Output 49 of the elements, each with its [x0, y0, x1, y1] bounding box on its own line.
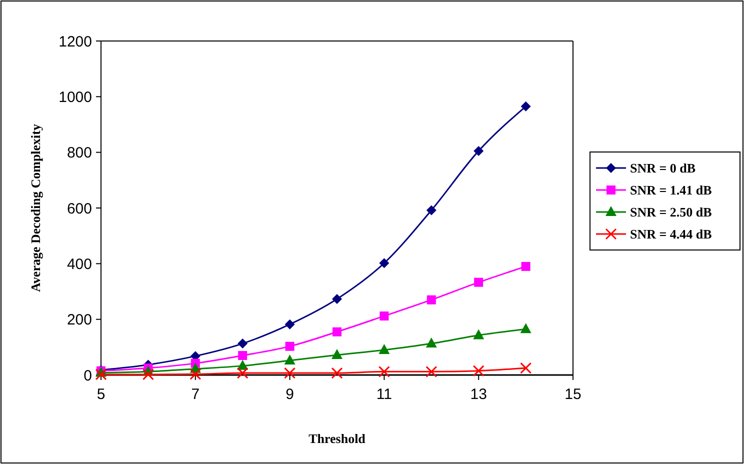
point [284, 354, 296, 365]
point [238, 338, 248, 349]
point [284, 319, 295, 330]
x-tick-label: 9 [286, 386, 294, 403]
x-tick-label: 11 [376, 386, 392, 403]
x-tick-label: 5 [96, 386, 106, 403]
point [473, 329, 484, 340]
point [238, 351, 248, 360]
point [95, 368, 107, 380]
legend-label: SNR = 4.44 dB [630, 226, 712, 242]
x-tick-label: 7 [191, 386, 200, 403]
point [426, 295, 436, 304]
point [332, 294, 342, 304]
point [474, 146, 484, 156]
y-tick-label: 600 [66, 200, 92, 218]
point [380, 311, 389, 320]
x-tick-label: 15 [564, 386, 582, 403]
point [285, 342, 294, 351]
legend-label: SNR = 0 dB [630, 160, 696, 176]
legend-label: SNR = 1.41 dB [630, 182, 712, 198]
point [284, 367, 296, 379]
point [426, 338, 437, 348]
point [379, 258, 390, 268]
y-tick-label: 800 [66, 144, 92, 162]
y-tick-label: 0 [84, 367, 92, 384]
point [472, 365, 484, 377]
point [520, 101, 531, 112]
point [331, 367, 343, 379]
point [474, 278, 484, 287]
x-axis-title: Threshold [308, 431, 366, 446]
point [236, 367, 248, 379]
point [332, 348, 342, 359]
point [520, 362, 532, 374]
point [426, 366, 438, 378]
point [190, 368, 202, 380]
legend-label: SNR = 2.50 dB [630, 204, 712, 220]
point [520, 323, 532, 334]
point [378, 366, 390, 378]
y-tick-label: 1000 [58, 88, 92, 106]
point [426, 205, 436, 216]
x-tick-label: 13 [470, 386, 487, 403]
point [142, 368, 154, 380]
point [521, 262, 530, 271]
y-tick-label: 200 [66, 312, 92, 329]
y-tick-label: 400 [66, 256, 92, 273]
point [332, 327, 342, 336]
y-axis-title: Average Decoding Complexity [28, 124, 43, 292]
y-tick-label: 1200 [58, 33, 92, 50]
point [378, 344, 390, 354]
